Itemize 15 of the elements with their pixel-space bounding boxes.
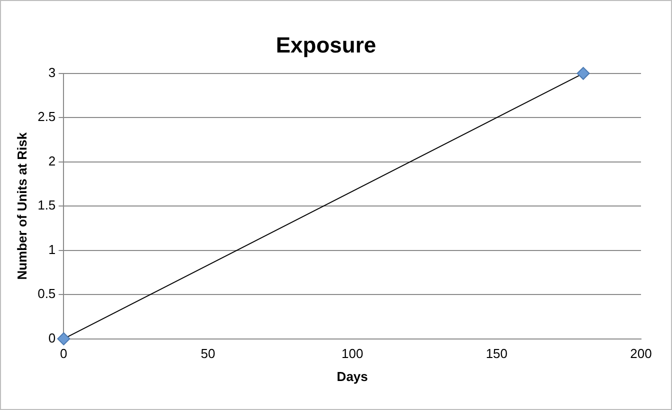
y-tick-label: 1.5 [38, 198, 56, 213]
y-tick-label: 2.5 [38, 109, 56, 124]
x-tick-label: 100 [341, 346, 364, 362]
x-axis-title: Days [336, 368, 368, 384]
x-tick-label: 150 [486, 346, 508, 362]
x-tick-label: 0 [60, 346, 68, 362]
y-tick-label: 0 [48, 330, 56, 346]
y-tick-label: 1 [48, 242, 56, 257]
y-tick-label: 2 [48, 153, 56, 168]
y-tick-label: 3 [48, 64, 56, 80]
y-tick-label: 0.5 [38, 286, 56, 302]
x-tick-label: 50 [200, 346, 216, 362]
y-axis-title: Number of Units at Risk [14, 132, 30, 280]
chart-title: Exposure [276, 32, 376, 58]
x-tick-label: 200 [630, 346, 652, 362]
